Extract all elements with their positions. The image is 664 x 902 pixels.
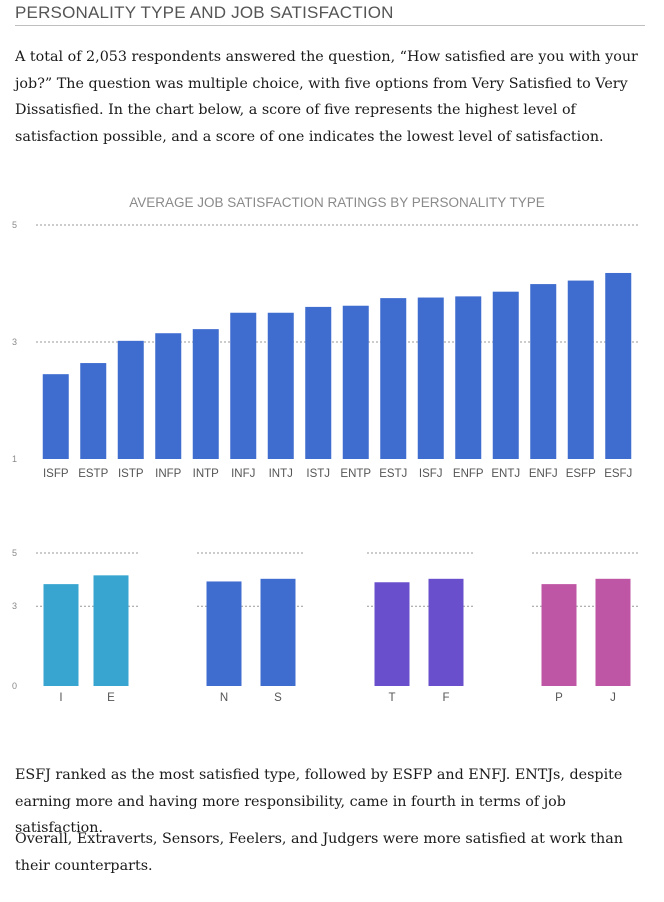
bar-isfj <box>417 297 444 459</box>
bar-estj <box>380 298 407 459</box>
x-tick-label: J <box>610 692 616 704</box>
x-tick-label: INTP <box>193 468 220 480</box>
bar-enfj <box>530 284 557 459</box>
main-bar-chart: AVERAGE JOB SATISFACTION RATINGS BY PERS… <box>12 195 640 480</box>
bar-isfp <box>42 374 69 459</box>
bar-n <box>206 581 242 686</box>
x-tick-label: I <box>59 692 62 704</box>
bar-enfp <box>455 296 482 459</box>
y-tick-label: 0 <box>12 681 17 691</box>
bar-istj <box>305 306 332 459</box>
bar-infp <box>155 333 182 459</box>
bar-intp <box>192 329 219 459</box>
y-tick-label: 3 <box>12 337 17 347</box>
x-tick-label: E <box>107 692 115 704</box>
y-tick-label: 1 <box>12 454 17 464</box>
bar-esfj <box>605 272 632 459</box>
y-tick-label: 3 <box>12 601 17 611</box>
x-tick-label: S <box>274 692 282 704</box>
x-tick-label: N <box>220 692 228 704</box>
x-tick-label: ESTP <box>78 468 108 480</box>
section-title: PERSONALITY TYPE AND JOB SATISFACTION <box>15 3 645 26</box>
bar-esfp <box>567 280 594 459</box>
x-tick-label: ENFJ <box>529 468 558 480</box>
intro-paragraph: A total of 2,053 respondents answered th… <box>15 49 638 145</box>
x-tick-label: P <box>555 692 563 704</box>
bar-entp <box>342 305 369 459</box>
x-tick-label: ISTJ <box>306 468 330 480</box>
conclusion-paragraph-1: ESFJ ranked as the most satisfied type, … <box>15 767 623 836</box>
bar-i <box>43 584 79 686</box>
x-tick-label: ISFP <box>43 468 69 480</box>
x-tick-label: ENTP <box>340 468 371 480</box>
x-tick-label: ISFJ <box>419 468 443 480</box>
bar-j <box>595 578 631 686</box>
bar-s <box>260 578 296 686</box>
bar-e <box>93 575 129 686</box>
bar-t <box>374 582 410 686</box>
conclusion-paragraph-2: Overall, Extraverts, Sensors, Feelers, a… <box>15 831 624 874</box>
x-tick-label: ENFP <box>453 468 484 480</box>
x-tick-label: INFP <box>155 468 182 480</box>
bar-intj <box>267 312 294 459</box>
bar-p <box>541 584 577 686</box>
x-tick-label: ENTJ <box>491 468 520 480</box>
x-tick-label: ESFJ <box>604 468 632 480</box>
x-tick-label: F <box>442 692 449 704</box>
bar-istp <box>117 340 144 459</box>
chart-title: AVERAGE JOB SATISFACTION RATINGS BY PERS… <box>129 195 545 210</box>
x-tick-label: T <box>388 692 395 704</box>
y-tick-label: 5 <box>12 220 17 230</box>
bar-f <box>428 578 464 686</box>
x-tick-label: ESTJ <box>379 468 407 480</box>
bar-estp <box>80 363 107 459</box>
bar-infj <box>230 312 257 459</box>
x-tick-label: INTJ <box>269 468 293 480</box>
bar-entj <box>492 291 519 459</box>
x-tick-label: ESFP <box>566 468 596 480</box>
x-tick-label: INFJ <box>231 468 255 480</box>
y-tick-label: 5 <box>12 548 17 558</box>
x-tick-label: ISTP <box>118 468 144 480</box>
